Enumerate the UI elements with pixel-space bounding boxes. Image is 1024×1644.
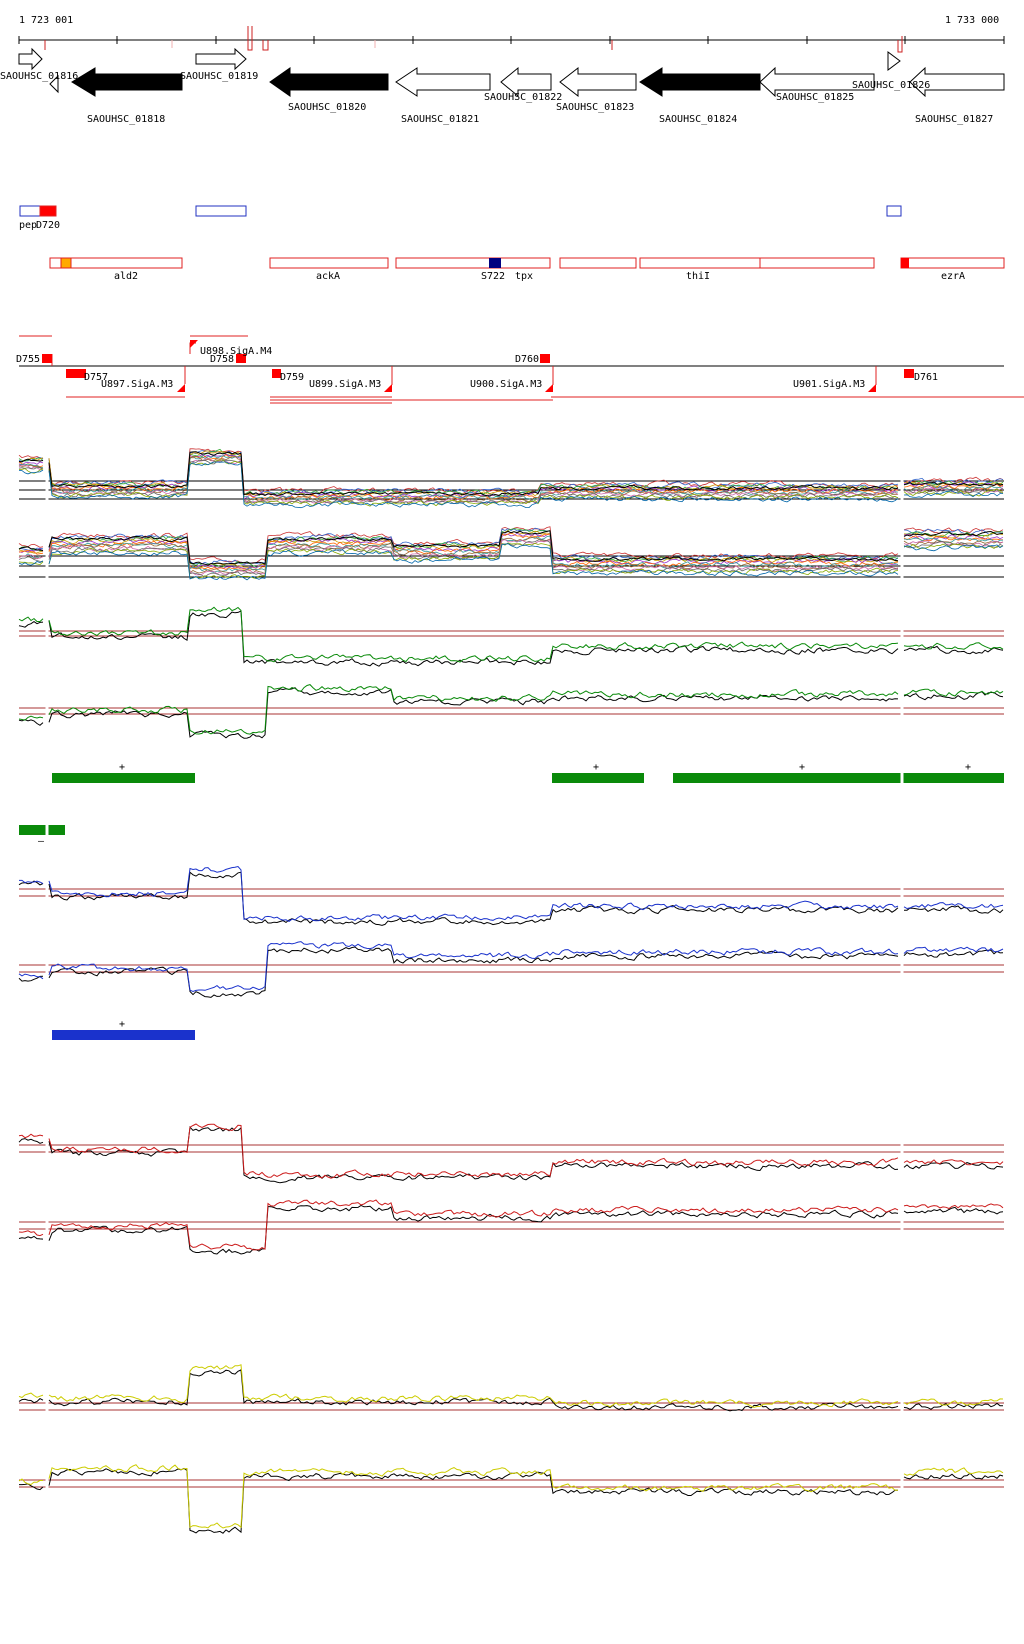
- expression-trace: [19, 1467, 1004, 1534]
- regulatory-track: D755 D757 U897.SigA.M3 U898.SigA.M4 D758…: [16, 335, 1024, 404]
- annotation-label-ald2: ald2: [114, 271, 138, 282]
- expression-trace: [18, 461, 1004, 509]
- expression-red-minus: [18, 1199, 1004, 1255]
- gene-arrow-01816b: [49, 74, 59, 94]
- expression-blue-plus: [18, 865, 1004, 926]
- annotation-label-thii: thiI: [686, 271, 710, 282]
- gene-label-01822: SAOUHSC_01822: [484, 92, 562, 103]
- reg-label-d758: D758: [210, 354, 234, 365]
- annotation-label-acka: ackA: [316, 271, 340, 282]
- reg-label-u897: U897.SigA.M3: [101, 379, 173, 390]
- expression-trace: [18, 542, 1004, 580]
- expression-trace: [18, 459, 1004, 506]
- expression-yellow-plus: [18, 1364, 1004, 1412]
- blue-segment-plus: +: [119, 1019, 125, 1030]
- expression-blue-minus: [18, 941, 1004, 998]
- reg-label-u900: U900.SigA.M3: [470, 379, 542, 390]
- track-gaps: [45, 430, 904, 1520]
- expression-trace: [18, 1125, 1004, 1184]
- expression-trace: [18, 1464, 1004, 1529]
- ruler-marks: [44, 26, 903, 53]
- reg-label-d757: D757: [84, 372, 108, 383]
- gene-arrow-01824: [639, 67, 761, 97]
- gene-arrow-01822: [500, 66, 552, 98]
- expression-trace: [18, 871, 1004, 926]
- gene-label-01816: SAOUHSC_01816: [0, 71, 78, 82]
- expression-trace: [19, 865, 1004, 922]
- expression-trace: [18, 687, 1004, 739]
- reg-label-u898: U898.SigA.M4: [200, 346, 272, 357]
- gene-arrow-01823: [559, 66, 637, 98]
- green-segment-minus: –: [38, 836, 45, 847]
- ruler-start-label: 1 723 001: [19, 15, 73, 26]
- green-segment-plus-4: +: [965, 762, 971, 773]
- gene-arrow-01818: [71, 67, 183, 97]
- expression-green-minus: [18, 684, 1004, 739]
- blue-segments: +: [52, 1019, 195, 1040]
- green-segment-plus-1: +: [119, 762, 125, 773]
- annotation-label-ezra: ezrA: [941, 271, 965, 282]
- gene-label-01827: SAOUHSC_01827: [915, 114, 993, 125]
- expression-trace: [18, 1123, 1004, 1179]
- expression-multi-plus-strand: [18, 448, 1004, 509]
- annotation-label-tpx: tpx: [515, 271, 533, 282]
- expression-trace: [18, 1199, 1004, 1251]
- gene-arrow-01825: [759, 66, 875, 98]
- gene-label-01820: SAOUHSC_01820: [288, 102, 366, 113]
- annotation-track: ald2 ackA S722 tpx thiI ezrA: [49, 257, 1005, 282]
- coordinate-ruler: 1 723 001 1 733 000: [18, 15, 1005, 53]
- gene-arrow-01816: [18, 47, 43, 71]
- expression-trace: [18, 543, 1004, 581]
- feature-label-pep: pep: [19, 220, 37, 231]
- gene-label-01825: SAOUHSC_01825: [776, 92, 854, 103]
- expression-trace: [18, 448, 1004, 495]
- expression-multi-minus-strand: [18, 526, 1004, 581]
- expression-trace: [18, 528, 1004, 568]
- small-features-track: pep D720: [19, 205, 902, 231]
- green-segment-plus-2: +: [593, 762, 599, 773]
- ruler-end-label: 1 733 000: [945, 15, 999, 26]
- green-segments: + + + + –: [19, 762, 1004, 847]
- expression-trace: [18, 941, 1004, 993]
- expression-red-plus: [18, 1123, 1004, 1184]
- expression-trace: [18, 1204, 1004, 1255]
- expression-yellow-minus: [18, 1464, 1004, 1534]
- expression-trace: [18, 1364, 1004, 1408]
- reg-label-d759: D759: [280, 372, 304, 383]
- expression-trace: [18, 530, 1004, 566]
- gene-label-01824: SAOUHSC_01824: [659, 114, 737, 125]
- annotation-label-s722: S722: [481, 271, 505, 282]
- reg-label-u901: U901.SigA.M3: [793, 379, 865, 390]
- reg-label-d761: D761: [914, 372, 938, 383]
- feature-label-d720: D720: [36, 220, 60, 231]
- gene-label-01819: SAOUHSC_01819: [180, 71, 258, 82]
- expression-trace: [18, 610, 1004, 667]
- gene-arrow-01819: [195, 47, 247, 71]
- gene-arrow-01826: [887, 51, 901, 71]
- gene-track: SAOUHSC_01816 SAOUHSC_01818 SAOUHSC_0181…: [0, 47, 1005, 125]
- gene-label-01826: SAOUHSC_01826: [852, 80, 930, 91]
- reg-label-d755: D755: [16, 354, 40, 365]
- gene-label-01818: SAOUHSC_01818: [87, 114, 165, 125]
- gene-label-01821: SAOUHSC_01821: [401, 114, 479, 125]
- expression-trace: [18, 451, 1004, 497]
- expression-trace: [18, 1369, 1004, 1412]
- gene-arrow-01821: [395, 67, 491, 97]
- gene-arrow-01827: [909, 66, 1005, 98]
- reg-label-d760: D760: [515, 354, 539, 365]
- gene-arrow-01820: [269, 67, 389, 97]
- gene-label-01823: SAOUHSC_01823: [556, 102, 634, 113]
- expression-trace: [18, 606, 1004, 663]
- green-segment-plus-3: +: [799, 762, 805, 773]
- reg-label-u899: U899.SigA.M3: [309, 379, 381, 390]
- expression-green-plus: [18, 606, 1004, 667]
- expression-trace: [18, 684, 1004, 735]
